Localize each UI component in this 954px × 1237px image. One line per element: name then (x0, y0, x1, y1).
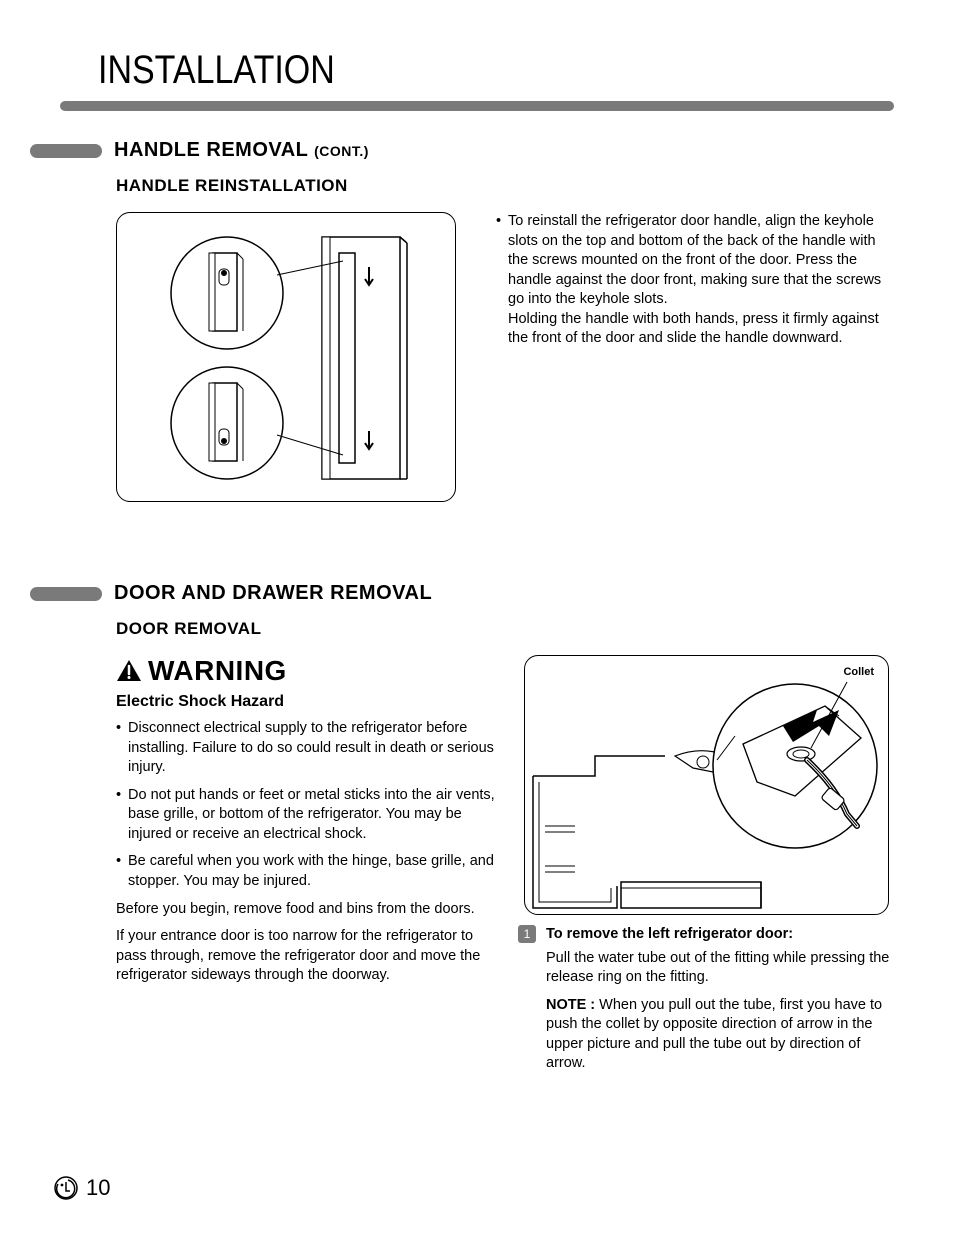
reinstall-para1: To reinstall the refrigerator door handl… (508, 213, 881, 307)
step-1-note: NOTE : When you pull out the tube, first… (546, 996, 894, 1074)
header-rule (60, 101, 894, 111)
collet-label: Collet (843, 666, 874, 678)
handle-reinstall-text: • To reinstall the refrigerator door han… (496, 212, 894, 502)
warning-bullets: • Disconnect electrical supply to the re… (116, 719, 496, 892)
section-pill-icon (30, 587, 102, 601)
entrance-door-para: If your entrance door is too narrow for … (116, 927, 496, 986)
warning-bullet-3: Be careful when you work with the hinge,… (128, 852, 496, 891)
bullet-dot-icon: • (116, 719, 128, 778)
bullet-dot-icon: • (496, 212, 508, 349)
door-removal-row: WARNING Electric Shock Hazard • Disconne… (116, 655, 894, 1074)
section-header-handle-removal: HANDLE REMOVAL (CONT.) (60, 139, 894, 162)
warning-triangle-icon (116, 659, 142, 683)
note-label: NOTE : (546, 997, 595, 1013)
note-body: When you pull out the tube, first you ha… (546, 997, 882, 1072)
bullet-dot-icon: • (116, 852, 128, 891)
warning-bullet-2: Do not put hands or feet or metal sticks… (128, 786, 496, 845)
handle-figure-svg (117, 213, 457, 503)
collet-figure-svg (525, 656, 890, 916)
section-title-main: DOOR AND DRAWER REMOVAL (114, 582, 432, 604)
before-begin-para: Before you begin, remove food and bins f… (116, 900, 496, 920)
subheading-door-removal: DOOR REMOVAL (116, 619, 894, 639)
section-title: HANDLE REMOVAL (CONT.) (114, 139, 369, 162)
page-title: INSTALLATION (98, 48, 775, 93)
collet-figure: Collet (524, 655, 889, 915)
step-1-title: To remove the left refrigerator door: (546, 925, 894, 945)
door-figure-col: Collet (524, 655, 894, 1074)
section-title: DOOR AND DRAWER REMOVAL (114, 582, 432, 605)
subheading-handle-reinstall: HANDLE REINSTALLATION (116, 176, 894, 196)
hazard-title: Electric Shock Hazard (116, 693, 496, 711)
section-title-cont: (CONT.) (314, 143, 369, 159)
warning-label: WARNING (148, 655, 287, 687)
reinstall-para2: Holding the handle with both hands, pres… (508, 311, 879, 347)
handle-reinstall-figure (116, 212, 456, 502)
handle-reinstall-row: • To reinstall the refrigerator door han… (116, 212, 894, 502)
figure-col (116, 212, 476, 502)
warning-bullet-1: Disconnect electrical supply to the refr… (128, 719, 496, 778)
section-header-door-removal: DOOR AND DRAWER REMOVAL (60, 582, 894, 605)
page-number: 10 (86, 1175, 110, 1201)
page-footer: 10 (54, 1175, 110, 1201)
lg-logo-icon (54, 1176, 78, 1200)
bullet-dot-icon: • (116, 786, 128, 845)
section-pill-icon (30, 144, 102, 158)
warning-col: WARNING Electric Shock Hazard • Disconne… (116, 655, 496, 1074)
step-1-block: 1 To remove the left refrigerator door: … (524, 925, 894, 1074)
step-1-body: Pull the water tube out of the fitting w… (546, 949, 894, 988)
section-title-main: HANDLE REMOVAL (114, 139, 308, 161)
warning-header: WARNING (116, 655, 496, 687)
step-number-badge: 1 (518, 925, 536, 943)
